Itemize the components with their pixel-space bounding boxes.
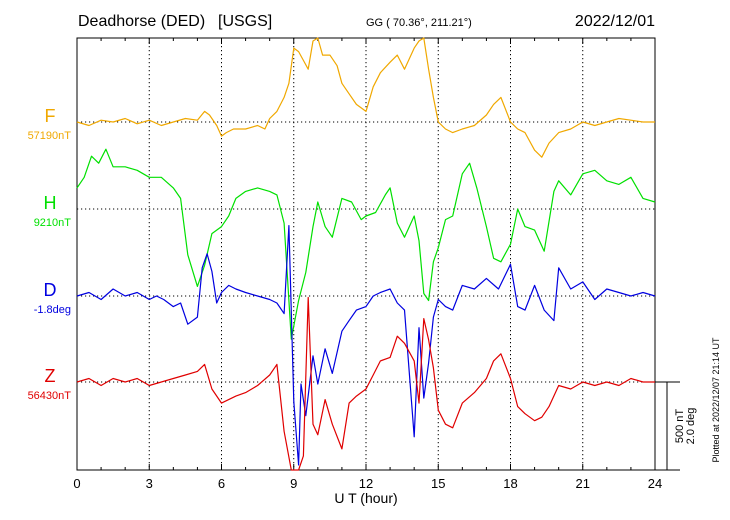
scale-bar: 500 nT 2.0 deg [655,381,697,471]
x-tick-label: 3 [146,476,153,491]
component-label-f: F [45,106,56,126]
grid-layer [77,38,655,470]
series-layer [76,37,656,471]
component-label-h: H [44,193,57,213]
scale-bar-deg-label: 2.0 deg [685,408,697,445]
coordinates-label: GG ( 70.36°, 211.21°) [366,17,472,29]
x-axis-title: U T (hour) [334,490,397,506]
date-label: 2022/12/01 [575,13,655,30]
station-title: Deadhorse (DED) [78,13,205,30]
baseline-value-h: 9210nT [34,217,72,229]
x-tick-label: 18 [503,476,517,491]
trace-h [76,148,656,340]
x-tick-label: 21 [576,476,590,491]
baseline-value-z: 56430nT [28,390,72,402]
series-label-layer: F 57190nT H 9210nT D -1.8deg Z 56430nT [28,106,72,402]
scale-bar-nt-label: 500 nT [674,409,686,444]
trace-f [76,37,655,158]
component-label-d: D [44,280,57,300]
component-label-z: Z [45,366,56,386]
x-tick-label: 9 [290,476,297,491]
x-tick-label: 24 [648,476,662,491]
trace-d [76,225,656,466]
baseline-value-f: 57190nT [28,130,72,142]
x-tick-label: 12 [359,476,373,491]
tick-layer: 0 3 6 9 12 15 18 21 24 [73,38,662,491]
x-tick-label: 0 [73,476,80,491]
baseline-value-d: -1.8deg [34,304,71,316]
x-tick-label: 6 [218,476,225,491]
x-tick-label: 15 [431,476,445,491]
source-label: [USGS] [218,13,272,30]
trace-z [76,296,655,471]
plotted-timestamp: Plotted at 2022/12/07 21:14 UT [711,337,721,463]
